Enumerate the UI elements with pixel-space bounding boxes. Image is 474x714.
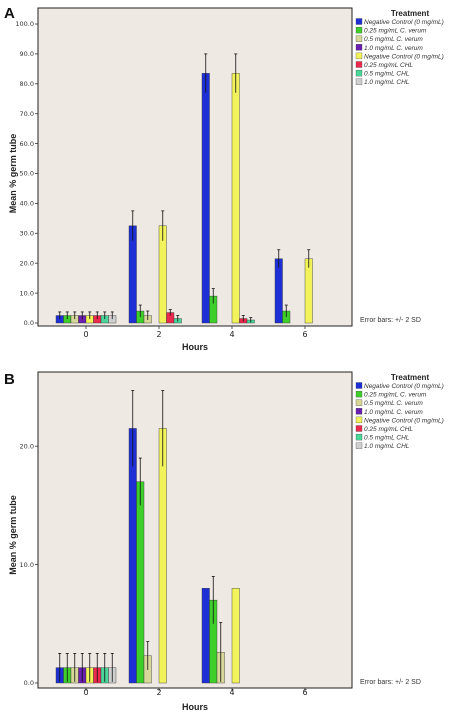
legend-label: 0.25 mg/mL C. verum (364, 28, 427, 35)
x-tick-label: 6 (302, 330, 307, 339)
legend-swatch (355, 399, 363, 406)
legend-label: Negative Control (0 mg/mL) (364, 19, 444, 26)
x-tick-label: 4 (229, 688, 234, 697)
chart-panel-b: B 0.0 10.0 20.0 Mean % germ tube 0 2 4 6 Hours Tre… (4, 371, 444, 712)
bar (136, 481, 145, 684)
bar (231, 588, 240, 684)
bar (231, 73, 240, 324)
legend-swatch (355, 18, 363, 25)
x-tick-label: 4 (229, 330, 234, 339)
y-axis-title: Mean % germ tube (8, 134, 18, 214)
legend-swatch (355, 52, 363, 60)
legend-label: 1.0 mg/mL C. verum (364, 409, 423, 416)
x-tick-label: 0 (83, 688, 88, 697)
error-bar-note: Error bars: +/- 2 SD (360, 317, 421, 324)
y-tick-label: 10.0 (20, 561, 34, 569)
chart-panel-a: A 0.0 10.0 20.0 30.0 40.0 50.0 60.0 70.0 80.0 90.0… (4, 5, 444, 352)
plot-area (37, 371, 353, 689)
panel-label: B (4, 371, 15, 388)
legend-label: 0.25 mg/mL CHL (364, 426, 413, 433)
legend-label: 0.5 mg/mL C. verum (364, 400, 423, 407)
y-axis-title: Mean % germ tube (8, 495, 18, 575)
y-tick-label: 0.0 (24, 319, 34, 327)
legend-swatch (355, 35, 363, 42)
legend-swatch (355, 69, 363, 77)
legend-label: Negative Control (0 mg/mL) (364, 417, 444, 424)
y-tick-label: 40.0 (20, 200, 34, 208)
y-tick-label: 60.0 (20, 140, 34, 148)
legend-swatch (355, 442, 363, 449)
y-tick-label: 20.0 (20, 442, 34, 450)
bar (304, 258, 313, 324)
panel-label: A (4, 5, 15, 22)
bar (201, 588, 210, 684)
y-tick-label: 70.0 (20, 110, 34, 118)
legend-swatch (355, 425, 363, 432)
x-tick-label: 6 (302, 688, 307, 697)
error-bar-note: Error bars: +/- 2 SD (360, 679, 421, 686)
x-tick-label: 0 (83, 330, 88, 339)
x-tick-label: 2 (156, 688, 161, 697)
legend-label: Negative Control (0 mg/mL) (364, 383, 444, 390)
x-axis-title: Hours (182, 702, 208, 712)
legend-label: Negative Control (0 mg/mL) (364, 53, 444, 60)
bar (201, 73, 210, 324)
legend-title: Treatment (391, 9, 430, 18)
legend-swatch (355, 382, 363, 389)
bar (158, 428, 167, 684)
legend-title: Treatment (391, 373, 430, 382)
bar (128, 428, 137, 684)
y-tick-label: 100.0 (15, 20, 34, 28)
y-tick-label: 20.0 (20, 259, 34, 267)
legend-swatch (355, 390, 363, 398)
y-tick-label: 0.0 (24, 679, 34, 687)
y-tick-label: 30.0 (20, 230, 34, 238)
legend-label: 1.0 mg/mL C. verum (364, 45, 423, 52)
legend-swatch (355, 26, 363, 34)
y-tick-label: 50.0 (20, 170, 34, 178)
y-tick-label: 80.0 (20, 80, 34, 88)
x-axis-title: Hours (182, 342, 208, 352)
y-tick-label: 90.0 (20, 50, 34, 58)
legend-swatch (355, 61, 363, 68)
legend-label: 0.25 mg/mL C. verum (364, 392, 427, 399)
bar (274, 258, 283, 324)
legend-swatch (355, 44, 363, 51)
y-tick-label: 10.0 (20, 289, 34, 297)
legend-swatch (355, 408, 363, 415)
legend-label: 1.0 mg/mL CHL (364, 443, 410, 450)
legend-swatch (355, 78, 363, 85)
legend-swatch (355, 433, 363, 441)
legend-label: 0.25 mg/mL CHL (364, 62, 413, 69)
x-tick-label: 2 (156, 330, 161, 339)
legend-swatch (355, 416, 363, 424)
plot-area (37, 7, 353, 327)
legend-label: 0.5 mg/mL CHL (364, 71, 410, 78)
legend-label: 1.0 mg/mL CHL (364, 79, 410, 86)
legend-label: 0.5 mg/mL CHL (364, 435, 410, 442)
legend-label: 0.5 mg/mL C. verum (364, 36, 423, 43)
